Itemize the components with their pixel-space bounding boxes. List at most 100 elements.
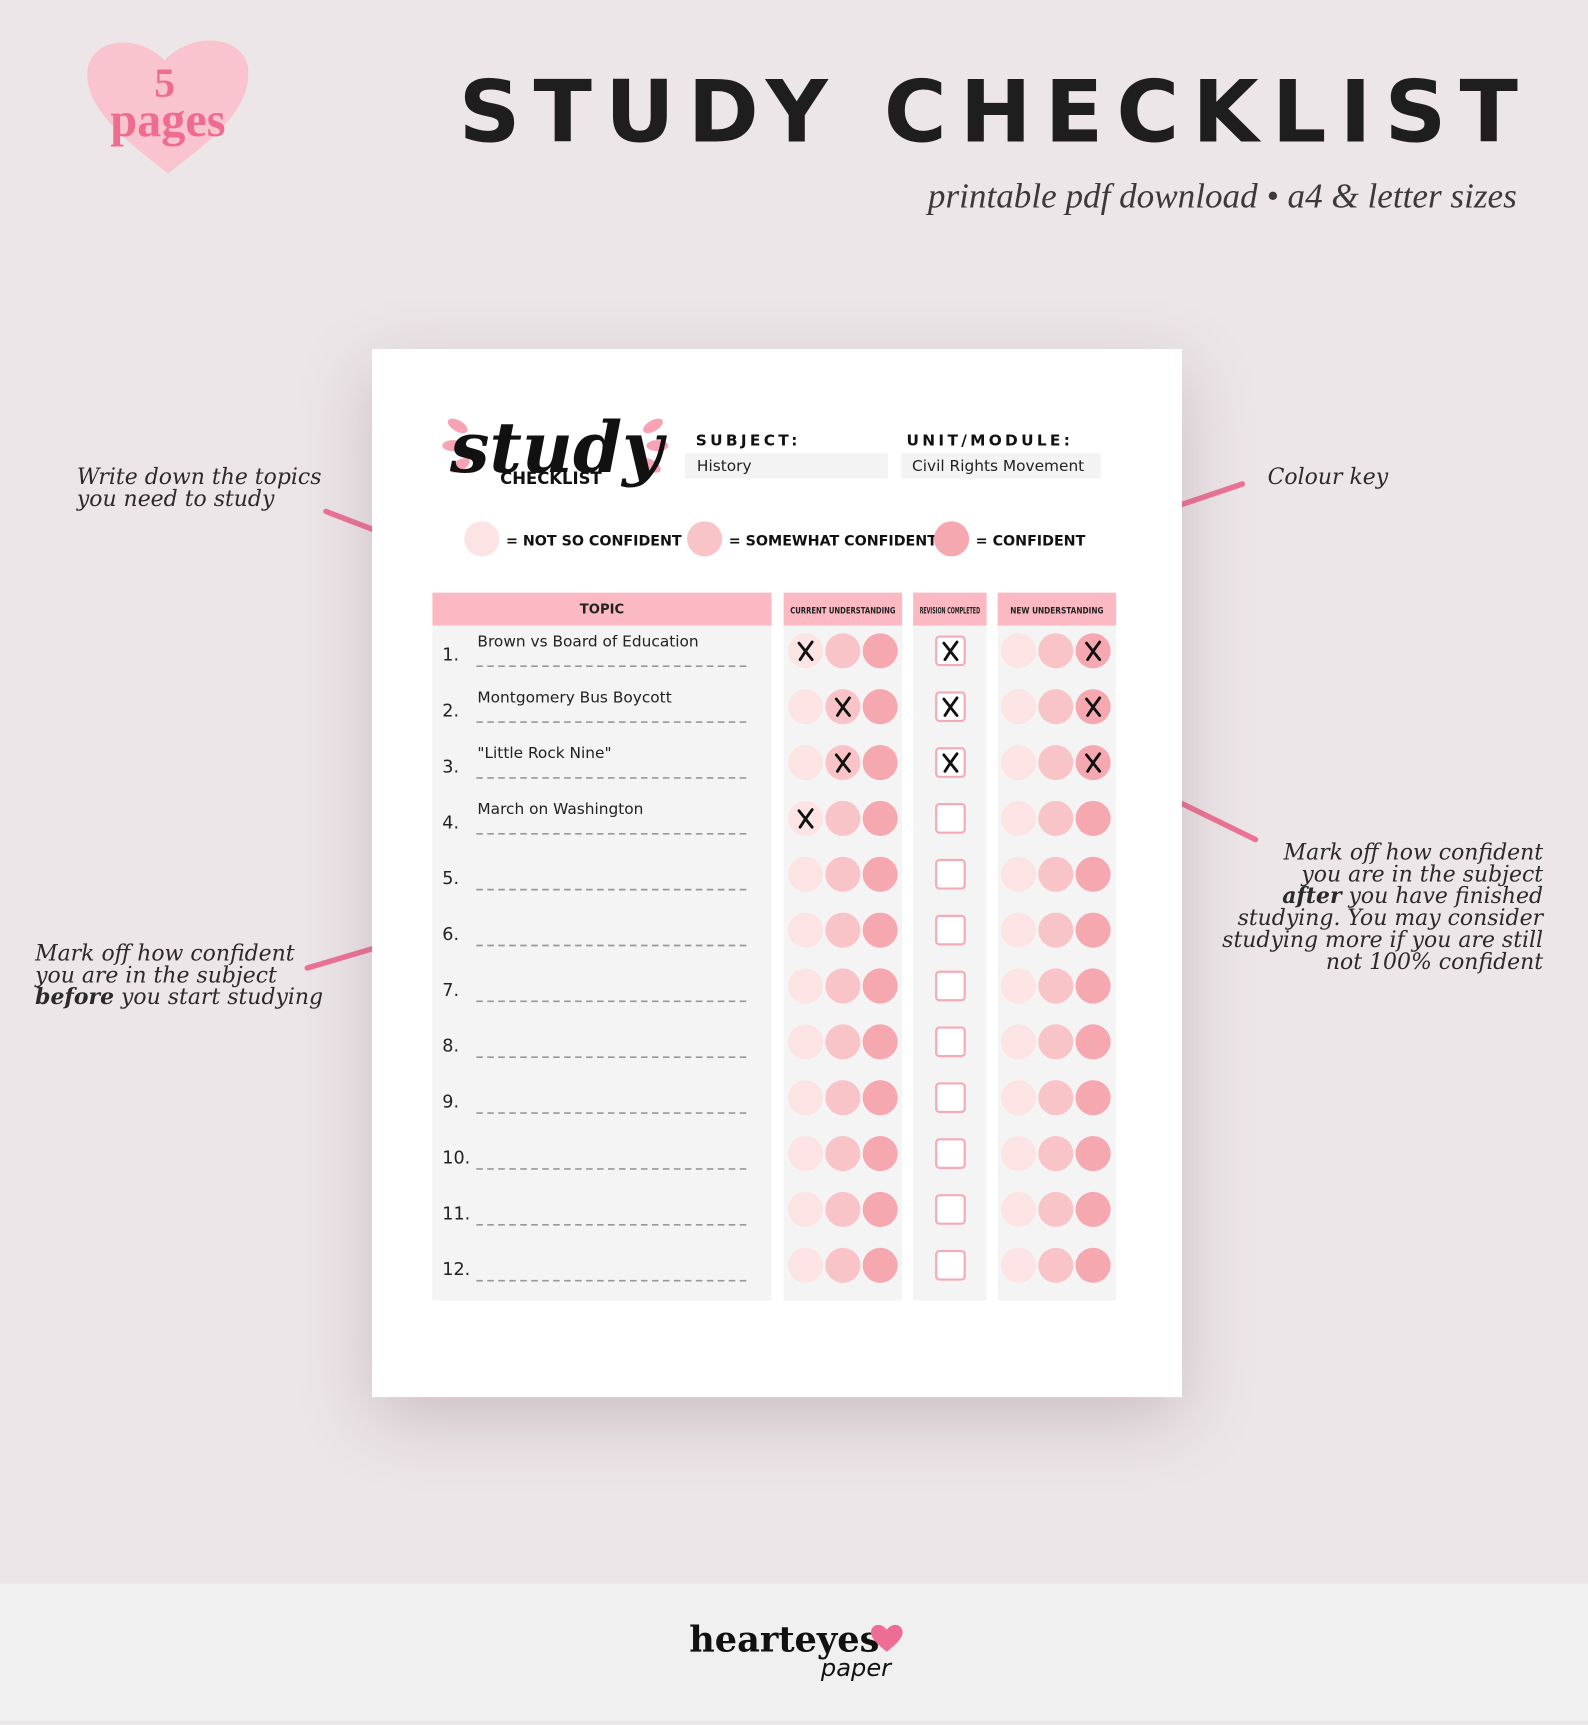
confidence-circle — [1075, 1136, 1111, 1172]
row-number: 11. — [442, 1204, 470, 1224]
row-number: 6. — [442, 925, 459, 945]
confidence-circle — [825, 800, 861, 836]
confidence-circle — [788, 1136, 824, 1172]
annotation: Mark off how confident you are in the su… — [35, 942, 323, 1008]
subtitle: printable pdf download • a4 & letter siz… — [927, 175, 1517, 216]
confidence-circle — [1075, 800, 1111, 836]
column-header — [432, 592, 772, 626]
revision-box — [935, 1082, 966, 1114]
confidence-circle — [1038, 1191, 1074, 1228]
confidence-circle — [788, 1247, 824, 1283]
field-label: SUBJECT: — [696, 432, 801, 450]
key-label: = CONFIDENT — [976, 533, 1086, 549]
confidence-circle — [788, 1191, 824, 1228]
confidence-circle — [825, 1024, 861, 1060]
confidence-circle — [1000, 1024, 1037, 1060]
column-header-label: CURRENT UNDERSTANDING — [790, 607, 895, 617]
confidence-circle — [862, 1024, 898, 1060]
footer: hearteyes paper — [0, 1583, 1588, 1721]
field-box — [684, 453, 888, 479]
column-header — [997, 592, 1117, 626]
confidence-circle — [1038, 800, 1074, 836]
confidence-circle — [1000, 633, 1037, 669]
footer-logo: hearteyes paper — [689, 1620, 903, 1682]
annotation: Mark off how confident you are in the su… — [1222, 841, 1543, 973]
confidence-circle — [1000, 968, 1037, 1004]
row-number: 2. — [442, 702, 459, 722]
cross-mark — [942, 752, 959, 773]
confidence-circle — [825, 912, 861, 948]
annotation-text: you have finished studying. You may cons… — [1222, 882, 1544, 975]
column-header-label: TOPIC — [580, 603, 624, 618]
cross-mark — [834, 752, 851, 773]
key-swatch — [687, 521, 723, 557]
column-header — [783, 592, 903, 626]
field-box — [901, 453, 1101, 479]
column-header-label: REVISION COMPLETED — [920, 607, 980, 617]
confidence-circle — [1000, 744, 1037, 781]
confidence-circle — [1000, 1247, 1037, 1283]
confidence-circle — [1038, 1136, 1074, 1172]
column-body — [432, 625, 772, 1301]
confidence-circle — [1000, 1191, 1037, 1228]
confidence-circle — [1038, 689, 1074, 725]
badge-heart — [87, 40, 249, 174]
confidence-circle — [862, 1191, 898, 1228]
checklist-sheet: study CHECKLIST SUBJECT: History UNIT/MO… — [372, 349, 1183, 1398]
confidence-circle — [1038, 912, 1074, 948]
confidence-circle — [1000, 1080, 1037, 1116]
field-value: History — [697, 457, 752, 475]
confidence-circle — [1038, 968, 1074, 1004]
logo-accents — [442, 418, 669, 473]
revision-box — [935, 803, 966, 834]
confidence-circle — [1075, 968, 1111, 1004]
confidence-circle — [788, 856, 824, 892]
row-number: 4. — [442, 813, 459, 833]
confidence-circle — [1000, 1136, 1037, 1172]
confidence-circle — [862, 856, 898, 892]
row-number: 3. — [442, 757, 459, 777]
confidence-circle — [862, 1247, 898, 1283]
topic-text: Brown vs Board of Education — [477, 632, 698, 650]
confidence-circle — [862, 1080, 898, 1116]
confidence-circle — [1038, 1247, 1074, 1283]
key-label: = SOMEWHAT CONFIDENT — [729, 533, 937, 549]
annotation-bold: before — [35, 983, 115, 1010]
confidence-circle — [1038, 744, 1074, 781]
confidence-circle — [788, 744, 824, 781]
column-body — [783, 625, 903, 1301]
logo-script: study — [449, 406, 667, 489]
cross-mark — [797, 808, 814, 829]
cross-mark — [797, 640, 814, 662]
topic-text: March on Washington — [477, 800, 643, 818]
logo-word: CHECKLIST — [500, 469, 602, 488]
badge-word: pages — [110, 94, 225, 147]
revision-box — [935, 1138, 966, 1169]
badge-number: 5 — [154, 61, 175, 107]
confidence-circle — [862, 912, 898, 948]
revision-box — [935, 858, 966, 890]
annotation-bold: after — [1282, 882, 1342, 909]
row-number: 10. — [442, 1148, 470, 1168]
row-number: 12. — [442, 1260, 470, 1280]
sheet-drawing: study CHECKLIST SUBJECT: History UNIT/MO… — [432, 406, 1117, 1301]
annotation-text: Mark off how confident you are in the su… — [1283, 838, 1544, 887]
row-number: 8. — [442, 1037, 459, 1057]
topic-text: Montgomery Bus Boycott — [477, 688, 671, 706]
confidence-circle — [825, 1247, 861, 1283]
confidence-circle — [1000, 912, 1037, 948]
confidence-circle — [825, 1136, 861, 1172]
confidence-circle — [825, 633, 861, 669]
key-swatch — [933, 521, 970, 557]
revision-box — [935, 1194, 966, 1225]
confidence-circle — [788, 968, 824, 1004]
annotation: Write down the topics you need to study — [76, 463, 322, 512]
confidence-circle — [862, 1136, 898, 1172]
cross-mark — [1085, 696, 1102, 717]
confidence-circle — [788, 912, 824, 948]
confidence-circle — [1075, 856, 1111, 892]
annotation-text: you start studying — [114, 983, 324, 1010]
field-label: UNIT/MODULE: — [907, 432, 1074, 450]
